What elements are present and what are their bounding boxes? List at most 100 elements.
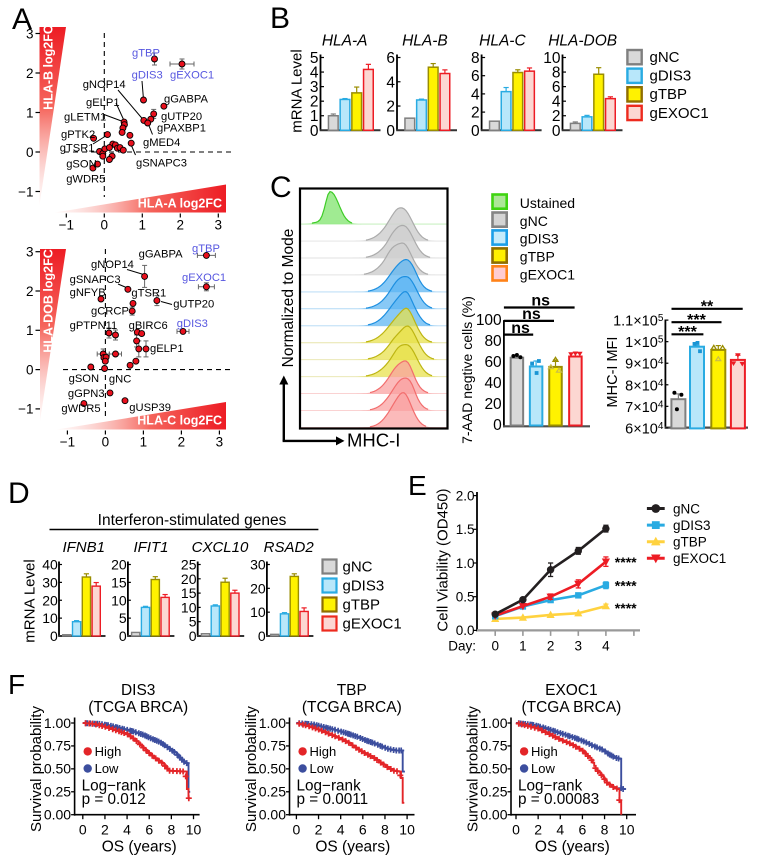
svg-text:HLA-B log2FC: HLA-B log2FC <box>42 25 56 110</box>
svg-text:**: ** <box>701 298 714 315</box>
svg-text:1: 1 <box>26 323 34 338</box>
svg-text:ns: ns <box>511 320 530 337</box>
svg-text:−1: −1 <box>59 218 74 233</box>
svg-text:40: 40 <box>42 557 58 573</box>
svg-text:Log−rank: Log−rank <box>297 778 362 795</box>
svg-text:8×104: 8×104 <box>625 378 664 395</box>
svg-text:gDIS3: gDIS3 <box>673 518 711 533</box>
svg-text:0.50: 0.50 <box>44 761 71 777</box>
svg-text:Survival probability: Survival probability <box>28 706 45 832</box>
svg-text:7×104: 7×104 <box>625 399 664 416</box>
svg-text:20: 20 <box>111 557 127 573</box>
svg-text:25: 25 <box>181 557 197 573</box>
svg-text:gCRCP: gCRCP <box>91 306 129 318</box>
svg-text:4: 4 <box>471 86 480 103</box>
svg-text:8: 8 <box>471 50 480 67</box>
svg-text:2: 2 <box>471 105 480 122</box>
svg-text:****: **** <box>615 554 637 570</box>
svg-text:HLA-C log2FC: HLA-C log2FC <box>137 414 222 428</box>
svg-text:gTBP: gTBP <box>132 48 160 60</box>
svg-text:gNC: gNC <box>673 501 700 516</box>
svg-text:A: A <box>12 3 32 36</box>
svg-text:2: 2 <box>534 822 542 838</box>
svg-text:Interferon-stimulated genes: Interferon-stimulated genes <box>98 512 287 529</box>
svg-text:(TCGA BRCA): (TCGA BRCA) <box>521 699 621 716</box>
svg-text:2: 2 <box>310 94 319 111</box>
svg-text:Cell Viability (OD450): Cell Viability (OD450) <box>435 488 452 631</box>
svg-text:IFNB1: IFNB1 <box>62 539 105 556</box>
svg-text:4: 4 <box>552 94 561 111</box>
svg-text:(TCGA BRCA): (TCGA BRCA) <box>302 699 402 716</box>
svg-text:Survival probability: Survival probability <box>243 706 260 832</box>
svg-text:Day:: Day: <box>448 638 476 653</box>
svg-text:1×105: 1×105 <box>625 335 664 352</box>
svg-text:10: 10 <box>181 599 197 615</box>
svg-text:0: 0 <box>552 123 561 140</box>
svg-text:gEXOC1: gEXOC1 <box>343 616 402 633</box>
svg-text:0: 0 <box>102 435 110 450</box>
svg-text:4: 4 <box>310 65 319 82</box>
svg-text:20: 20 <box>250 580 266 596</box>
svg-text:E: E <box>408 470 427 501</box>
svg-text:30: 30 <box>250 557 266 573</box>
svg-text:8: 8 <box>601 822 609 838</box>
svg-text:mRNA Level: mRNA Level <box>289 49 306 132</box>
svg-text:gNC: gNC <box>650 49 680 66</box>
svg-text:1.5: 1.5 <box>456 522 475 537</box>
svg-text:gMED4: gMED4 <box>143 137 180 149</box>
svg-text:gTSR1: gTSR1 <box>60 143 95 155</box>
svg-text:gEXOC1: gEXOC1 <box>650 105 709 122</box>
svg-text:Survival probability: Survival probability <box>465 706 482 832</box>
svg-text:3: 3 <box>216 435 224 450</box>
svg-text:1.1×105: 1.1×105 <box>613 313 664 330</box>
svg-text:gSON: gSON <box>66 159 96 171</box>
svg-text:Low: Low <box>95 761 119 776</box>
svg-text:6×104: 6×104 <box>625 421 664 438</box>
svg-text:(TCGA BRCA): (TCGA BRCA) <box>88 699 188 716</box>
svg-text:RSAD2: RSAD2 <box>264 539 315 556</box>
svg-text:0.50: 0.50 <box>259 761 286 777</box>
svg-text:gTBP: gTBP <box>673 535 707 550</box>
svg-text:0.25: 0.25 <box>259 784 286 800</box>
svg-text:HLA-DOB: HLA-DOB <box>548 33 617 50</box>
svg-text:HLA-C: HLA-C <box>479 33 526 50</box>
svg-text:10: 10 <box>399 822 415 838</box>
svg-text:2: 2 <box>177 218 185 233</box>
svg-text:gGABPA: gGABPA <box>164 94 208 106</box>
svg-text:6: 6 <box>471 68 480 85</box>
svg-text:100: 100 <box>476 312 502 329</box>
svg-text:8: 8 <box>381 822 389 838</box>
svg-text:gDIS3: gDIS3 <box>177 318 208 330</box>
svg-text:OS (years): OS (years) <box>535 838 610 855</box>
svg-text:3: 3 <box>310 79 319 96</box>
svg-text:gGABPA: gGABPA <box>139 249 183 261</box>
svg-text:gELP1: gELP1 <box>86 97 120 109</box>
svg-text:20: 20 <box>484 396 502 413</box>
svg-text:gDIS3: gDIS3 <box>520 231 559 247</box>
svg-text:Normalized to Mode: Normalized to Mode <box>280 229 297 368</box>
svg-text:2: 2 <box>552 108 561 125</box>
svg-text:30: 30 <box>42 574 58 590</box>
svg-text:0.0: 0.0 <box>456 623 475 638</box>
svg-text:gNOP14: gNOP14 <box>83 79 126 91</box>
svg-text:9×104: 9×104 <box>625 356 664 373</box>
svg-text:B: B <box>270 2 290 35</box>
svg-text:Ustained: Ustained <box>520 195 575 211</box>
svg-text:40: 40 <box>484 375 502 392</box>
svg-text:0: 0 <box>293 822 301 838</box>
svg-text:6: 6 <box>359 822 367 838</box>
svg-text:2: 2 <box>547 638 555 653</box>
svg-text:0: 0 <box>26 362 34 377</box>
svg-text:0.50: 0.50 <box>480 761 507 777</box>
svg-text:F: F <box>8 669 25 700</box>
svg-text:OS (years): OS (years) <box>315 838 390 855</box>
svg-text:MHC-I MFI: MHC-I MFI <box>605 337 621 408</box>
svg-text:gEXOC1: gEXOC1 <box>673 551 726 566</box>
svg-text:0: 0 <box>386 123 395 140</box>
svg-text:3: 3 <box>575 638 583 653</box>
svg-text:20: 20 <box>42 592 58 608</box>
svg-text:80: 80 <box>484 333 502 350</box>
svg-text:p = 0.0011: p = 0.0011 <box>297 791 369 808</box>
svg-text:gEXOC1: gEXOC1 <box>182 272 226 284</box>
svg-text:gPTK2: gPTK2 <box>61 129 95 141</box>
